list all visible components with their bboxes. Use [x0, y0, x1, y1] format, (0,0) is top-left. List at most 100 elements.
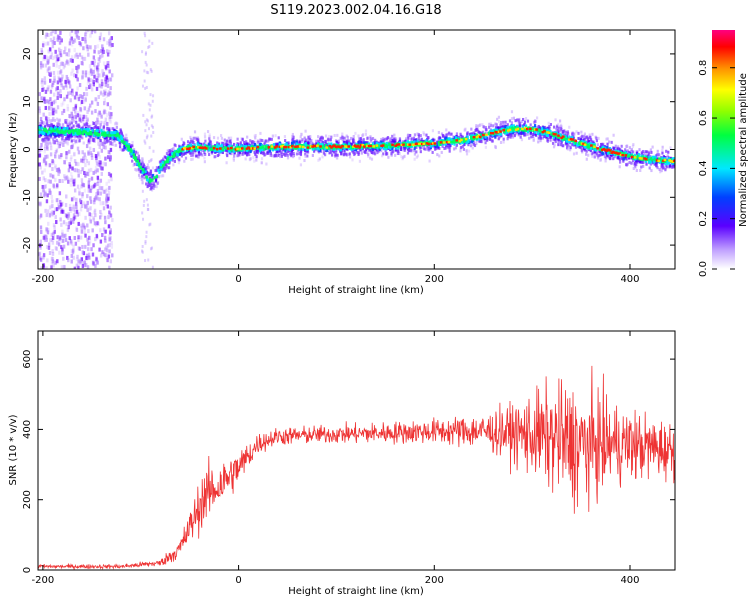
- spectrum-cell: [247, 144, 251, 148]
- noise-cell: [60, 222, 63, 227]
- spectrum-cell: [251, 142, 254, 146]
- spectrum-cell: [518, 123, 521, 127]
- spectrum-cell: [568, 135, 571, 139]
- noise-cell: [108, 39, 111, 44]
- noise-cell: [45, 116, 48, 121]
- noise-cell: [56, 86, 59, 91]
- noise-cell: [45, 234, 48, 239]
- spectrum-cell: [613, 146, 616, 150]
- noise-cell: [65, 94, 69, 99]
- noise-cell: [89, 78, 92, 83]
- noise-cell: [94, 237, 97, 242]
- spectrum-cell: [510, 110, 514, 114]
- noise-cell: [53, 41, 56, 46]
- noise-cell: [81, 264, 85, 269]
- spectrum-cell: [44, 129, 48, 133]
- spectrum-cell: [304, 129, 307, 133]
- noise-cell: [47, 242, 51, 247]
- spectrum-cell: [392, 149, 395, 153]
- noise-cell: [85, 44, 89, 49]
- noise-cell: [109, 147, 113, 152]
- spectrum-cell: [461, 144, 465, 148]
- noise-cell: [48, 106, 51, 111]
- noise-cell: [54, 164, 57, 169]
- spectrum-cell: [155, 175, 158, 179]
- spectrum-cell: [337, 141, 340, 145]
- spectrum-cell: [370, 137, 373, 141]
- noise-cell: [56, 95, 59, 100]
- spectrum-cell: [382, 142, 385, 146]
- spectrum-cell: [86, 118, 89, 122]
- spectrum-cell: [251, 145, 254, 149]
- spectrum-cell: [416, 154, 420, 158]
- spectrum-cell: [93, 126, 96, 130]
- spectrum-cell: [233, 151, 236, 155]
- spectrum-cell: [87, 125, 90, 129]
- noise-cell: [106, 258, 109, 263]
- spectrum-cell: [48, 131, 51, 135]
- spectrum-cell: [113, 143, 116, 147]
- spectrum-cell: [617, 145, 620, 149]
- noise-cell: [62, 238, 65, 243]
- noise-cell: [84, 263, 88, 268]
- spectrum-cell: [519, 131, 522, 135]
- spectrum-cell: [580, 130, 583, 134]
- spectrum-cell: [244, 144, 248, 148]
- spectrum-cell: [274, 134, 277, 138]
- spectrum-cell: [523, 133, 526, 137]
- noise-cell: [63, 97, 66, 102]
- noise-cell: [76, 146, 80, 151]
- spectrum-cell: [394, 139, 397, 143]
- noise-cell: [59, 69, 63, 74]
- spectrum-cell: [168, 160, 171, 164]
- spectrum-cell: [606, 137, 609, 141]
- spectrum-cell: [144, 171, 148, 175]
- noise-cell: [78, 246, 81, 251]
- spectrum-cell: [141, 181, 144, 185]
- spectrum-cell: [230, 152, 233, 156]
- spectrum-cell: [509, 130, 512, 134]
- spectrum-cell: [310, 139, 313, 143]
- spectrum-cell: [295, 140, 299, 144]
- noise-cell: [83, 106, 86, 111]
- noise-cell: [57, 75, 60, 80]
- noise-cell: [92, 217, 96, 222]
- spectrum-cell: [365, 148, 368, 152]
- noise-cell: [49, 238, 52, 243]
- spectrum-cell: [614, 144, 617, 148]
- noise-cell: [106, 78, 110, 83]
- noise-cell: [102, 206, 106, 211]
- noise-cell: [42, 189, 45, 194]
- spectrum-cell: [220, 136, 224, 140]
- spectrum-cell: [68, 134, 71, 138]
- noise-cell: [43, 76, 47, 81]
- spectrum-cell: [564, 130, 567, 134]
- spectrum-cell: [172, 151, 176, 155]
- spectrum-cell: [62, 140, 65, 144]
- noise-cell: [102, 49, 106, 54]
- spectrum-cell: [350, 147, 353, 151]
- spectrum-cell: [481, 123, 484, 127]
- spectrum-cell: [171, 155, 174, 159]
- noise-cell: [90, 156, 94, 161]
- spectrum-cell: [114, 122, 117, 126]
- noise-cell: [53, 229, 57, 234]
- noise-cell: [46, 99, 49, 104]
- noise-cell: [107, 193, 110, 198]
- spectrum-cell: [474, 128, 477, 132]
- spectrum-cell: [405, 137, 408, 141]
- spectrum-cell: [152, 181, 156, 185]
- spectrum-cell: [263, 142, 266, 146]
- spectrum-cell: [165, 164, 168, 168]
- noise-cell: [76, 77, 79, 82]
- noise-cell: [42, 176, 45, 181]
- noise-cell: [55, 87, 58, 92]
- noise-cell: [49, 78, 52, 83]
- noise-cell: [40, 266, 43, 269]
- spectrum-cell: [642, 160, 645, 164]
- spectrum-cell: [542, 126, 545, 130]
- spectrum-cell: [134, 150, 138, 154]
- spectrum-cell: [557, 129, 561, 133]
- spectrum-cell: [62, 123, 65, 127]
- spectrum-cell: [436, 140, 439, 144]
